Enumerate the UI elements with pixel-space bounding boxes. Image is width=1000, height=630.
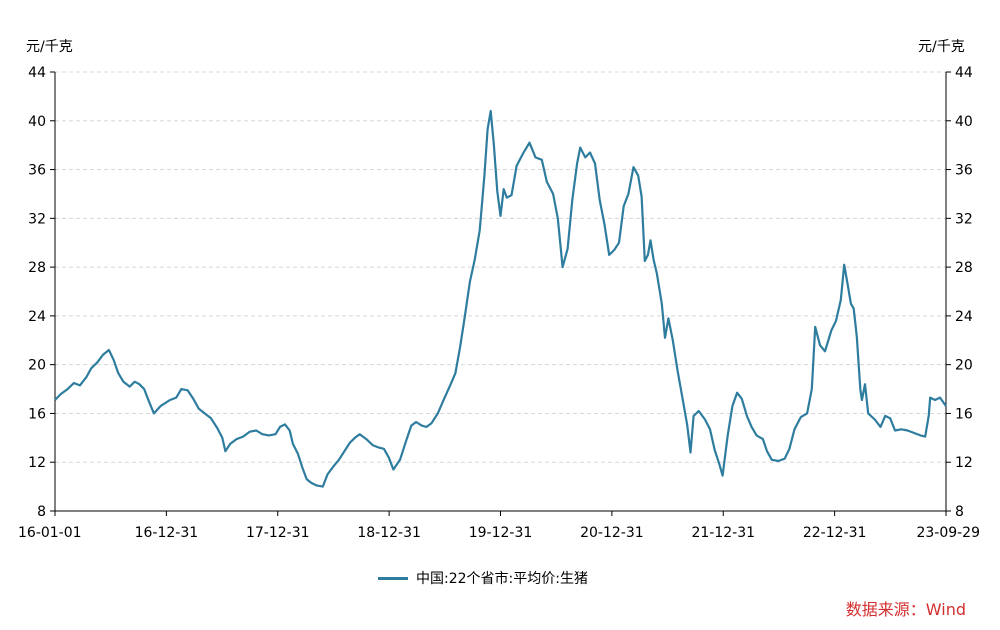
x-tick-label: 19-12-31 — [469, 525, 533, 541]
y-tick-label-left: 8 — [37, 504, 46, 520]
x-tick-label: 22-12-31 — [803, 525, 867, 541]
legend-label: 中国:22个省市:平均价:生猪 — [416, 571, 588, 587]
y-tick-label-left: 12 — [28, 455, 46, 471]
x-tick-label: 23-09-29 — [916, 525, 980, 541]
x-tick-label: 18-12-31 — [357, 525, 421, 541]
x-tick-label: 21-12-31 — [691, 525, 755, 541]
y-tick-label-left: 16 — [28, 406, 46, 422]
y-tick-label-right: 12 — [955, 455, 973, 471]
series-line — [54, 109, 947, 488]
y-tick-label-right: 40 — [955, 114, 973, 130]
y-tick-label-left: 20 — [28, 358, 46, 374]
legend: 中国:22个省市:平均价:生猪 — [378, 568, 588, 588]
right-y-unit: 元/千克 — [918, 39, 965, 55]
right-y-ticks: 8 12 16 20 24 28 32 36 40 44 — [946, 65, 973, 520]
y-tick-label-right: 44 — [955, 65, 973, 81]
y-tick-label-left: 32 — [28, 211, 46, 227]
y-tick-label-left: 44 — [28, 65, 46, 81]
y-tick-label-left: 24 — [28, 309, 46, 325]
x-tick-label: 16-01-01 — [18, 525, 82, 541]
gridlines — [55, 71, 946, 463]
left-y-ticks: 8 12 16 20 24 28 32 36 40 44 — [28, 65, 55, 520]
source-note: 数据来源：Wind — [845, 600, 966, 619]
x-tick-label: 16-12-31 — [135, 525, 199, 541]
y-tick-label-left: 40 — [28, 114, 46, 130]
y-tick-label-right: 32 — [955, 211, 973, 227]
y-tick-label-right: 24 — [955, 309, 973, 325]
y-tick-label-right: 16 — [955, 406, 973, 422]
y-tick-label-right: 28 — [955, 260, 973, 276]
x-tick-label: 17-12-31 — [246, 525, 310, 541]
y-tick-label-left: 36 — [28, 163, 46, 179]
x-ticks: 16-01-01 16-12-31 17-12-31 18-12-31 19-12-31… — [18, 511, 980, 541]
left-y-unit: 元/千克 — [26, 39, 73, 55]
x-tick-label: 20-12-31 — [580, 525, 644, 541]
y-tick-label-right: 8 — [955, 504, 964, 520]
legend-swatch — [378, 576, 408, 580]
y-tick-label-right: 36 — [955, 163, 973, 179]
y-tick-label-right: 20 — [955, 358, 973, 374]
y-tick-label-left: 28 — [28, 260, 46, 276]
